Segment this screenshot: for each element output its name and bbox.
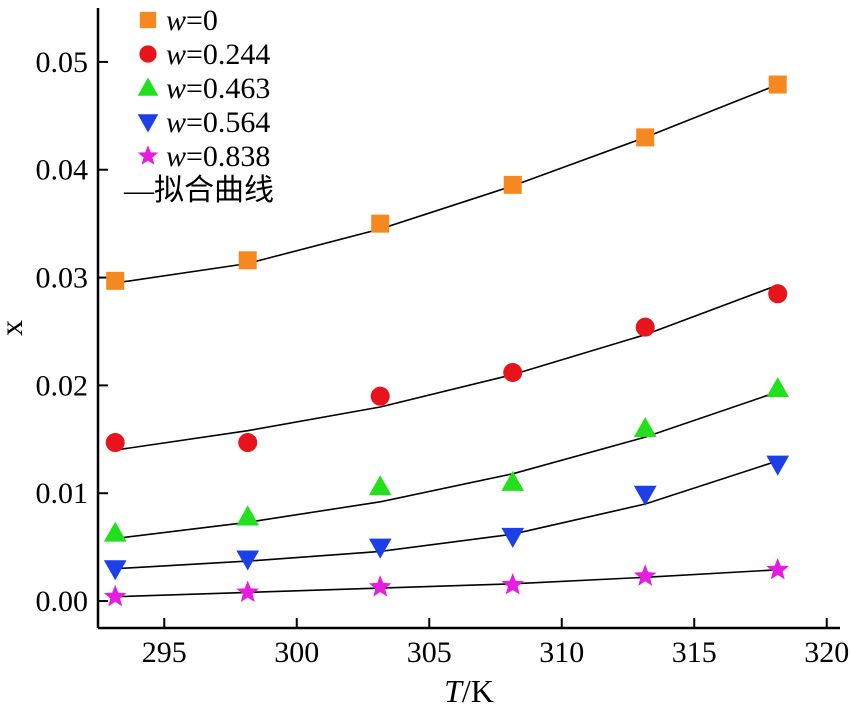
x-axis-label-italic: T — [444, 673, 464, 708]
data-point — [371, 214, 390, 233]
legend-label: w=0.838 — [166, 140, 270, 173]
data-point — [236, 580, 260, 603]
legend-label-value: =0.838 — [186, 140, 270, 173]
fit-line — [115, 284, 778, 451]
data-point — [103, 560, 127, 581]
x-axis-label: T/K — [444, 673, 494, 708]
legend-label: w=0.244 — [166, 38, 270, 71]
markers — [103, 75, 790, 607]
data-point — [368, 575, 392, 597]
data-point — [766, 557, 790, 580]
y-axis-label: x — [0, 320, 29, 336]
legend-marker — [137, 114, 159, 133]
legend-marker — [137, 145, 159, 165]
data-point — [103, 584, 127, 607]
legend-marker — [139, 11, 157, 29]
x-tick-label: 310 — [539, 636, 584, 669]
fit-line — [115, 83, 778, 284]
fit-line — [115, 569, 778, 598]
data-point — [370, 386, 390, 406]
y-tick-label: 0.01 — [36, 477, 89, 510]
data-point — [503, 362, 523, 382]
data-point — [768, 75, 787, 94]
y-tick-label: 0.03 — [36, 262, 89, 295]
legend-label: w=0.463 — [166, 72, 270, 105]
legend-label: w=0 — [166, 4, 218, 37]
data-point — [368, 475, 392, 496]
legend-label-value: =0 — [186, 4, 218, 37]
data-point — [106, 271, 125, 290]
legend-label-var: w — [166, 72, 186, 105]
fit-line — [115, 391, 778, 540]
legend-label-value: =0.564 — [186, 106, 270, 139]
x-tick-label: 305 — [407, 636, 452, 669]
y-tick-label: 0.02 — [36, 369, 89, 402]
x-axis-label-unit: /K — [462, 673, 494, 708]
legend-marker — [137, 77, 159, 96]
legend-fit-label: —拟合曲线 — [123, 174, 274, 207]
x-tick-label: 295 — [142, 636, 187, 669]
fit-lines — [115, 83, 778, 598]
y-tick-label: 0.05 — [36, 46, 89, 79]
data-point — [368, 538, 392, 559]
legend-label: w=0.564 — [166, 106, 270, 139]
x-tick-label: 315 — [672, 636, 717, 669]
fit-line — [115, 460, 778, 570]
data-point — [503, 175, 522, 194]
legend-label-value: =0.463 — [186, 72, 270, 105]
x-tick-label: 320 — [804, 636, 849, 669]
data-point — [768, 284, 788, 304]
data-point — [501, 470, 525, 491]
y-ticks: 0.00 0.01 0.02 0.03 0.04 0.05 — [36, 46, 108, 618]
legend-label-var: w — [166, 38, 186, 71]
x-tick-label: 300 — [274, 636, 319, 669]
data-point — [633, 564, 657, 586]
data-point — [238, 251, 257, 270]
data-point — [236, 505, 260, 526]
data-point — [105, 433, 125, 453]
data-point — [766, 455, 790, 476]
data-point — [103, 521, 127, 542]
data-point — [635, 317, 655, 337]
legend-label-var: w — [166, 140, 186, 173]
data-point — [238, 433, 258, 453]
data-point — [636, 128, 655, 147]
data-point — [633, 485, 657, 506]
legend-marker — [139, 45, 157, 63]
data-point — [766, 377, 790, 398]
y-tick-label: 0.04 — [36, 154, 89, 187]
legend-label-var: w — [166, 4, 186, 37]
data-point — [633, 417, 657, 438]
data-point — [501, 573, 525, 595]
legend-label-value: =0.244 — [186, 38, 270, 71]
legend-label-var: w — [166, 106, 186, 139]
data-point — [501, 527, 525, 548]
data-point — [236, 550, 260, 571]
plot-frame — [96, 8, 840, 630]
x-ticks: 295 300 305 310 315 320 — [142, 618, 849, 669]
y-tick-label: 0.00 — [36, 585, 89, 618]
